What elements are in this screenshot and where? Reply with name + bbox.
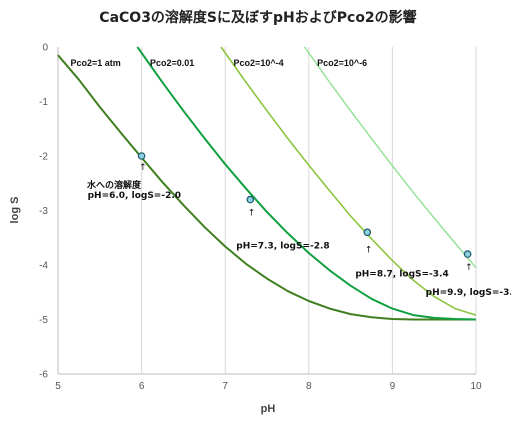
series-name-label: Pco2=0.01 <box>150 58 194 68</box>
x-axis-label: pH <box>261 403 276 415</box>
series-name-label: Pco2=1 atm <box>71 58 121 68</box>
point-arrow: ↑ <box>365 245 373 255</box>
point-arrow: ↑ <box>248 209 256 219</box>
data-point-label: pH=9.9, logS=-3.8 <box>426 288 511 298</box>
water-solubility-annotation: 水への溶解度 <box>87 179 142 191</box>
series-line <box>57 54 476 321</box>
series-lines <box>57 46 477 321</box>
series-line <box>220 46 477 316</box>
y-tick-label: -5 <box>39 315 48 326</box>
x-tick-label: 8 <box>306 381 312 392</box>
y-tick-label: -1 <box>39 97 48 108</box>
point-arrow: ↑ <box>465 263 473 273</box>
axes: 5 6 7 8 9 10 0 -1 -2 -3 -4 -5 -6 <box>39 43 482 393</box>
data-point-label: pH=8.7, logS=-3.4 <box>355 269 448 279</box>
series-line <box>304 46 477 269</box>
y-tick-label: 0 <box>42 43 48 54</box>
highlighted-points: ↑ pH=6.0, logS=-2.0 ↑ pH=7.3, logS=-2.8 ↑ pH=… <box>88 152 511 298</box>
y-tick-label: -4 <box>39 261 48 272</box>
point-arrow: ↑ <box>139 163 147 173</box>
data-point-marker <box>363 228 372 237</box>
x-tick-label: 10 <box>470 381 482 392</box>
series-name-label: Pco2=10^-6 <box>317 58 367 68</box>
series-line <box>136 46 477 321</box>
x-tick-label: 5 <box>55 381 61 392</box>
data-point-marker <box>463 250 472 258</box>
x-tick-label: 6 <box>139 381 145 392</box>
y-tick-label: -6 <box>39 370 48 381</box>
series-labels: Pco2=1 atm Pco2=0.01 Pco2=10^-4 Pco2=10^-6 <box>71 58 368 68</box>
x-tick-label: 9 <box>390 381 396 392</box>
data-point-label: pH=7.3, logS=-2.8 <box>236 242 329 252</box>
data-point-marker <box>246 195 255 204</box>
data-point-marker <box>137 152 146 160</box>
x-tick-label: 7 <box>222 381 228 392</box>
series-name-label: Pco2=10^-4 <box>234 58 284 68</box>
chart-title: CaCO3の溶解度Sに及ぼすpHおよびPco2の影響 <box>99 9 416 26</box>
y-tick-label: -2 <box>39 152 48 163</box>
y-axis-label: log S <box>9 197 21 224</box>
y-tick-label: -3 <box>39 206 48 217</box>
data-point-label: pH=6.0, logS=-2.0 <box>88 191 181 201</box>
